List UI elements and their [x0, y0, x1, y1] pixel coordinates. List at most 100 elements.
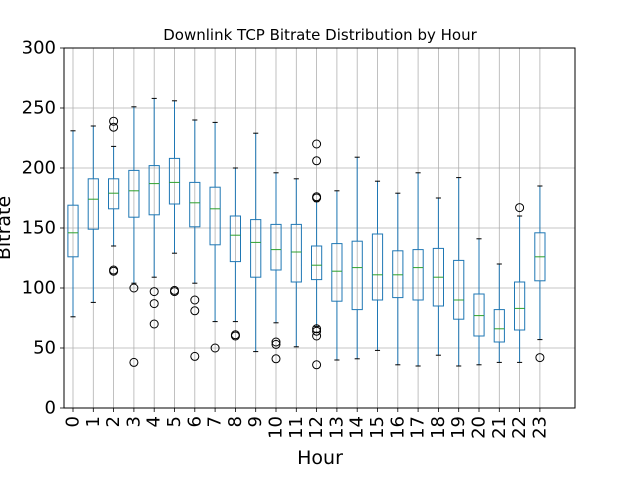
box-hour-18: [432, 197, 444, 356]
box-hour-23: [534, 185, 546, 363]
box-hour-7: [209, 121, 221, 353]
box-hour-3: [128, 106, 140, 367]
x-tick-label: 2: [103, 416, 124, 427]
box-hour-12: [311, 139, 323, 370]
outlier-point: [109, 265, 119, 275]
y-tick-label: 50: [33, 338, 56, 359]
iqr-box: [371, 233, 384, 301]
outlier-point: [312, 192, 322, 202]
y-tick-label: 150: [22, 218, 56, 239]
box-hour-11: [290, 178, 302, 348]
x-axis: 0 1 2 3 4 5 6 7 8 9 10 11 12 13 14 15 16 17 18 19 20 21 22 23: [63, 408, 550, 439]
outlier-point: [129, 283, 139, 293]
box-hour-19: [453, 177, 465, 367]
x-tick-label: 15: [367, 416, 388, 439]
iqr-box: [412, 249, 424, 301]
x-tick-label: 19: [448, 416, 469, 439]
iqr-box: [331, 243, 343, 302]
x-tick-label: 3: [123, 416, 144, 427]
y-tick-label: 100: [22, 278, 56, 299]
iqr-box: [168, 157, 181, 205]
outlier-point: [312, 331, 322, 341]
outlier-point: [190, 351, 200, 361]
outlier-point: [149, 299, 159, 309]
box-hour-1: [87, 125, 99, 303]
iqr-box: [189, 181, 201, 228]
iqr-box: [473, 293, 485, 337]
box-hour-22: [514, 203, 526, 363]
outlier-point: [149, 287, 159, 297]
iqr-box: [229, 215, 242, 263]
y-axis-label: Bitrate: [0, 196, 15, 260]
x-tick-label: 4: [144, 416, 165, 427]
x-tick-label: 18: [428, 416, 449, 439]
outlier-point: [271, 339, 281, 349]
iqr-box: [148, 165, 160, 216]
outlier-point: [312, 360, 322, 370]
x-tick-label: 7: [205, 416, 226, 427]
box-hour-15: [371, 180, 384, 351]
x-tick-label: 23: [529, 416, 550, 439]
x-tick-label: 14: [347, 416, 368, 439]
box-hour-14: [351, 156, 363, 360]
y-tick-label: 300: [22, 38, 56, 59]
box-hour-13: [331, 190, 343, 361]
outlier-point: [230, 330, 240, 340]
box-hour-6: [189, 119, 201, 361]
iqr-box: [128, 169, 140, 218]
iqr-box: [250, 219, 262, 278]
iqr-box: [290, 223, 302, 283]
y-axis: 0 50 100 150 200 250 300: [22, 38, 64, 419]
box-hour-9: [250, 132, 262, 353]
iqr-box: [514, 281, 526, 331]
outlier-point: [210, 343, 220, 353]
iqr-box: [351, 240, 363, 311]
outlier-point: [515, 203, 525, 213]
outlier-point: [271, 337, 281, 347]
chart-title: Downlink TCP Bitrate Distribution by Hou…: [163, 26, 477, 44]
iqr-box: [392, 250, 404, 299]
outlier-point: [312, 139, 322, 149]
box-hour-10: [270, 172, 282, 364]
outlier-point: [312, 326, 322, 336]
x-tick-label: 20: [469, 416, 490, 439]
box-hour-8: [229, 167, 242, 341]
box-hour-21: [493, 263, 505, 363]
outlier-point: [312, 156, 322, 166]
iqr-box: [67, 204, 79, 258]
outlier-point: [190, 295, 200, 305]
outlier-point: [312, 324, 322, 334]
x-tick-label: 11: [286, 416, 307, 439]
x-axis-label: Hour: [297, 447, 343, 469]
y-tick-label: 0: [45, 398, 56, 419]
box-hour-16: [392, 192, 404, 366]
y-tick-label: 200: [22, 158, 56, 179]
x-tick-label: 12: [306, 416, 327, 439]
iqr-box: [209, 186, 221, 246]
box-hour-0: [67, 130, 79, 318]
x-tick-label: 13: [326, 416, 347, 439]
box-hour-5: [168, 100, 181, 297]
outlier-point: [190, 306, 200, 316]
x-tick-label: 10: [266, 416, 287, 439]
x-tick-label: 9: [245, 416, 266, 427]
x-tick-label: 0: [63, 416, 84, 427]
y-tick-label: 250: [22, 98, 56, 119]
iqr-box: [108, 178, 120, 210]
iqr-box: [87, 178, 99, 230]
boxes: [67, 97, 546, 370]
iqr-box: [453, 259, 465, 320]
outlier-point: [535, 353, 545, 363]
outlier-point: [271, 354, 281, 364]
x-tick-label: 5: [164, 416, 185, 427]
iqr-box: [493, 309, 505, 343]
outlier-point: [149, 319, 159, 329]
x-tick-label: 1: [83, 416, 104, 427]
iqr-box: [311, 245, 323, 281]
box-hour-20: [473, 238, 485, 366]
x-tick-label: 21: [489, 416, 510, 439]
box-hour-4: [148, 97, 160, 329]
x-tick-label: 17: [408, 416, 429, 439]
